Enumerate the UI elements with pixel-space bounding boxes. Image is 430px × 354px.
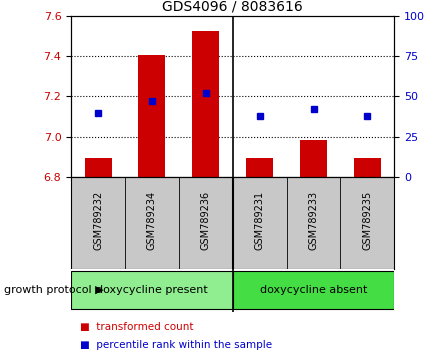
Bar <box>138 55 165 177</box>
Text: GSM789232: GSM789232 <box>93 191 103 250</box>
Text: GSM789231: GSM789231 <box>254 191 264 250</box>
Text: ■  percentile rank within the sample: ■ percentile rank within the sample <box>80 340 271 350</box>
Bar <box>299 140 326 177</box>
Bar <box>246 158 273 177</box>
Text: GSM789236: GSM789236 <box>200 191 210 250</box>
Text: ■  transformed count: ■ transformed count <box>80 322 193 332</box>
Bar <box>71 271 232 309</box>
Title: GDS4096 / 8083616: GDS4096 / 8083616 <box>162 0 302 13</box>
Text: GSM789233: GSM789233 <box>308 191 318 250</box>
Text: GSM789234: GSM789234 <box>147 191 157 250</box>
Text: doxycycline absent: doxycycline absent <box>259 285 366 295</box>
Text: GSM789235: GSM789235 <box>362 191 372 250</box>
Text: doxycycline present: doxycycline present <box>96 285 207 295</box>
Bar <box>232 271 393 309</box>
Text: growth protocol ▶: growth protocol ▶ <box>4 285 104 295</box>
Bar <box>192 31 219 177</box>
Bar <box>84 158 111 177</box>
Bar <box>353 158 380 177</box>
